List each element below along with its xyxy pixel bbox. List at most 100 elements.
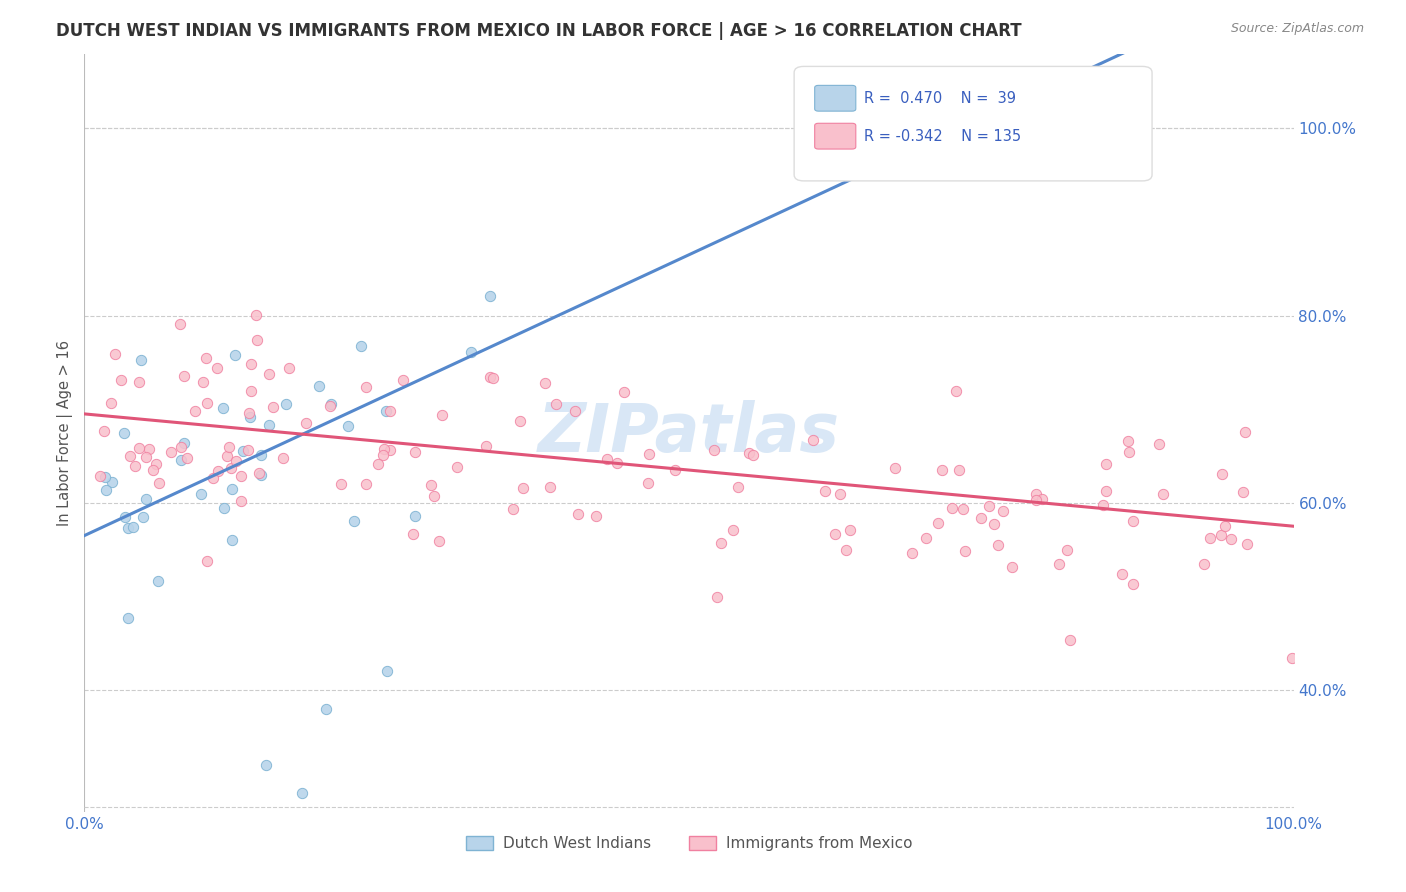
Point bbox=[613, 385, 636, 400]
Point bbox=[124, 458, 146, 473]
Point bbox=[1236, 537, 1258, 551]
Point bbox=[319, 396, 342, 410]
Point bbox=[354, 380, 377, 394]
Point bbox=[478, 369, 501, 384]
Point bbox=[224, 348, 246, 362]
Point bbox=[176, 451, 198, 466]
Point bbox=[1281, 650, 1303, 665]
Point bbox=[169, 317, 191, 331]
Point bbox=[212, 501, 235, 516]
Point bbox=[262, 401, 284, 415]
FancyBboxPatch shape bbox=[794, 66, 1152, 181]
Point bbox=[738, 445, 761, 459]
Point bbox=[250, 449, 273, 463]
Point bbox=[308, 379, 330, 393]
Point bbox=[638, 447, 661, 461]
Point bbox=[1118, 445, 1140, 459]
Point bbox=[195, 554, 218, 568]
Point bbox=[1220, 532, 1243, 546]
Point bbox=[276, 397, 298, 411]
Point bbox=[1111, 566, 1133, 581]
FancyBboxPatch shape bbox=[814, 123, 856, 149]
Point bbox=[118, 449, 141, 463]
Point bbox=[1211, 467, 1233, 481]
Point bbox=[257, 417, 280, 432]
Point bbox=[710, 536, 733, 550]
Point bbox=[191, 375, 214, 389]
Point bbox=[184, 404, 207, 418]
Point bbox=[128, 442, 150, 456]
Point bbox=[901, 546, 924, 560]
Point bbox=[404, 508, 426, 523]
Point bbox=[1092, 499, 1115, 513]
Point bbox=[884, 460, 907, 475]
Point bbox=[1094, 483, 1116, 498]
Point bbox=[838, 523, 860, 537]
Point bbox=[259, 367, 281, 381]
Point bbox=[246, 333, 269, 347]
Point bbox=[392, 373, 415, 387]
Point bbox=[1025, 487, 1047, 501]
Point bbox=[215, 450, 238, 464]
Point bbox=[585, 508, 607, 523]
Point bbox=[948, 463, 970, 477]
Point bbox=[373, 442, 395, 456]
Point bbox=[148, 476, 170, 491]
Text: R = -0.342    N = 135: R = -0.342 N = 135 bbox=[865, 128, 1021, 144]
Point bbox=[89, 468, 111, 483]
Point bbox=[1199, 532, 1222, 546]
Point bbox=[474, 440, 496, 454]
Point bbox=[221, 533, 243, 547]
Point bbox=[205, 361, 228, 376]
Point bbox=[229, 469, 252, 483]
Point bbox=[945, 384, 967, 399]
Point bbox=[135, 492, 157, 507]
Point bbox=[1232, 485, 1254, 500]
Point bbox=[1056, 542, 1078, 557]
Point bbox=[1194, 557, 1216, 571]
Point bbox=[927, 516, 949, 530]
Point bbox=[202, 471, 225, 485]
Point bbox=[727, 480, 749, 494]
Point bbox=[835, 542, 858, 557]
Point bbox=[1025, 493, 1047, 508]
Point bbox=[419, 477, 441, 491]
Point bbox=[402, 527, 425, 541]
Point bbox=[637, 476, 659, 491]
Point bbox=[538, 480, 561, 494]
Point bbox=[254, 758, 277, 772]
Point bbox=[1122, 577, 1144, 591]
Point bbox=[509, 414, 531, 428]
Point bbox=[218, 440, 240, 454]
Point bbox=[117, 521, 139, 535]
Point bbox=[132, 510, 155, 524]
Point bbox=[404, 444, 426, 458]
Point bbox=[422, 489, 444, 503]
Point bbox=[828, 487, 851, 501]
Legend: Dutch West Indians, Immigrants from Mexico: Dutch West Indians, Immigrants from Mexi… bbox=[460, 830, 918, 857]
Point bbox=[373, 448, 395, 462]
Point bbox=[112, 426, 135, 441]
Point bbox=[1147, 437, 1170, 451]
Point bbox=[131, 353, 153, 368]
Point bbox=[931, 462, 953, 476]
Point bbox=[969, 510, 991, 524]
Point bbox=[977, 499, 1000, 513]
FancyBboxPatch shape bbox=[814, 86, 856, 112]
Point bbox=[596, 452, 619, 467]
Y-axis label: In Labor Force | Age > 16: In Labor Force | Age > 16 bbox=[58, 340, 73, 525]
Point bbox=[121, 519, 143, 533]
Point bbox=[479, 289, 502, 303]
Point bbox=[110, 373, 132, 387]
Point bbox=[502, 502, 524, 516]
Point bbox=[138, 442, 160, 456]
Point bbox=[225, 453, 247, 467]
Point bbox=[1094, 457, 1116, 471]
Point bbox=[824, 527, 846, 541]
Point bbox=[742, 449, 765, 463]
Point bbox=[318, 399, 340, 413]
Point bbox=[987, 538, 1010, 552]
Point bbox=[117, 610, 139, 624]
Point bbox=[955, 544, 977, 558]
Point bbox=[207, 464, 229, 478]
